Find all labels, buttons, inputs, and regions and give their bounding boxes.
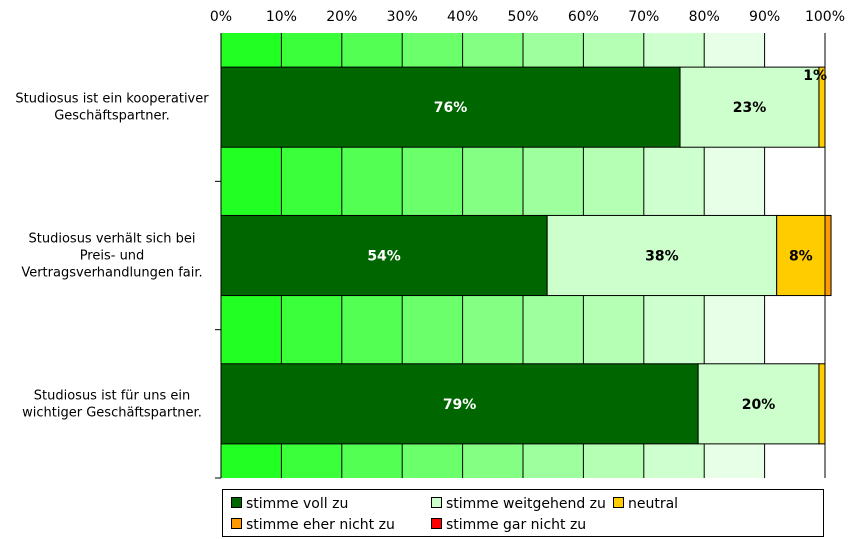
bar-segment: [220, 66, 681, 148]
category-label: Studiosus ist ein kooperativer: [15, 92, 209, 107]
category-label: Geschäftspartner.: [54, 109, 170, 124]
x-tick-label: 30%: [387, 9, 418, 25]
data-label: 1%: [803, 68, 827, 84]
legend-label: stimme weitgehend zu: [446, 496, 606, 512]
category-label: Preis- und: [80, 249, 145, 264]
x-tick-label: 40%: [447, 9, 478, 25]
bar-segment: [818, 363, 826, 445]
legend-item-stimme-gar-nicht-zu: stimme gar nicht zu: [431, 517, 586, 533]
data-label: 23%: [733, 100, 767, 116]
bar-segment: [697, 363, 820, 445]
legend-label: stimme voll zu: [246, 496, 349, 512]
category-label: wichtiger Geschäftspartner.: [22, 405, 202, 420]
legend-item-neutral: neutral: [613, 496, 678, 512]
legend-swatch: [231, 497, 242, 508]
x-tick-label: 20%: [326, 9, 357, 25]
data-label: 54%: [367, 249, 401, 265]
bar-segment: [679, 66, 820, 148]
legend-label: neutral: [628, 496, 679, 512]
legend-label: stimme eher nicht zu: [246, 517, 395, 533]
bar-segment: [546, 214, 778, 297]
legend-swatch: [431, 497, 442, 508]
legend-item-stimme-weitgehend-zu: stimme weitgehend zu: [431, 496, 606, 512]
bar-segment: [818, 66, 826, 148]
x-tick-label: 10%: [266, 9, 297, 25]
x-tick-label: 50%: [507, 9, 538, 25]
data-label: 79%: [443, 397, 477, 413]
bar-segment: [824, 214, 832, 297]
category-label: Studiosus verhält sich bei: [29, 232, 196, 247]
data-label: 38%: [645, 249, 679, 265]
x-tick-label: 80%: [689, 9, 720, 25]
x-tick-label: 0%: [210, 9, 232, 25]
x-tick-label: 90%: [749, 9, 780, 25]
data-label: 76%: [434, 100, 468, 116]
x-tick-label: 60%: [568, 9, 599, 25]
bar-segment: [220, 214, 548, 297]
x-tick-label: 100%: [805, 9, 845, 25]
legend-swatch: [613, 497, 624, 508]
category-label: Vertragsverhandlungen fair.: [21, 266, 202, 281]
data-label: 8%: [789, 249, 813, 265]
legend-item-stimme-voll-zu: stimme voll zu: [231, 496, 348, 512]
bar-segment: [776, 214, 826, 297]
legend-item-stimme-eher-nicht-zu: stimme eher nicht zu: [231, 517, 395, 533]
legend-label: stimme gar nicht zu: [446, 517, 587, 533]
bar-segment: [220, 363, 699, 445]
data-label: 20%: [742, 397, 776, 413]
legend-swatch: [231, 518, 242, 529]
legend-swatch: [431, 518, 442, 529]
legend: stimme voll zu stimme weitgehend zu neut…: [222, 489, 824, 537]
category-label: Studiosus ist für uns ein: [34, 388, 190, 403]
x-tick-label: 70%: [628, 9, 659, 25]
